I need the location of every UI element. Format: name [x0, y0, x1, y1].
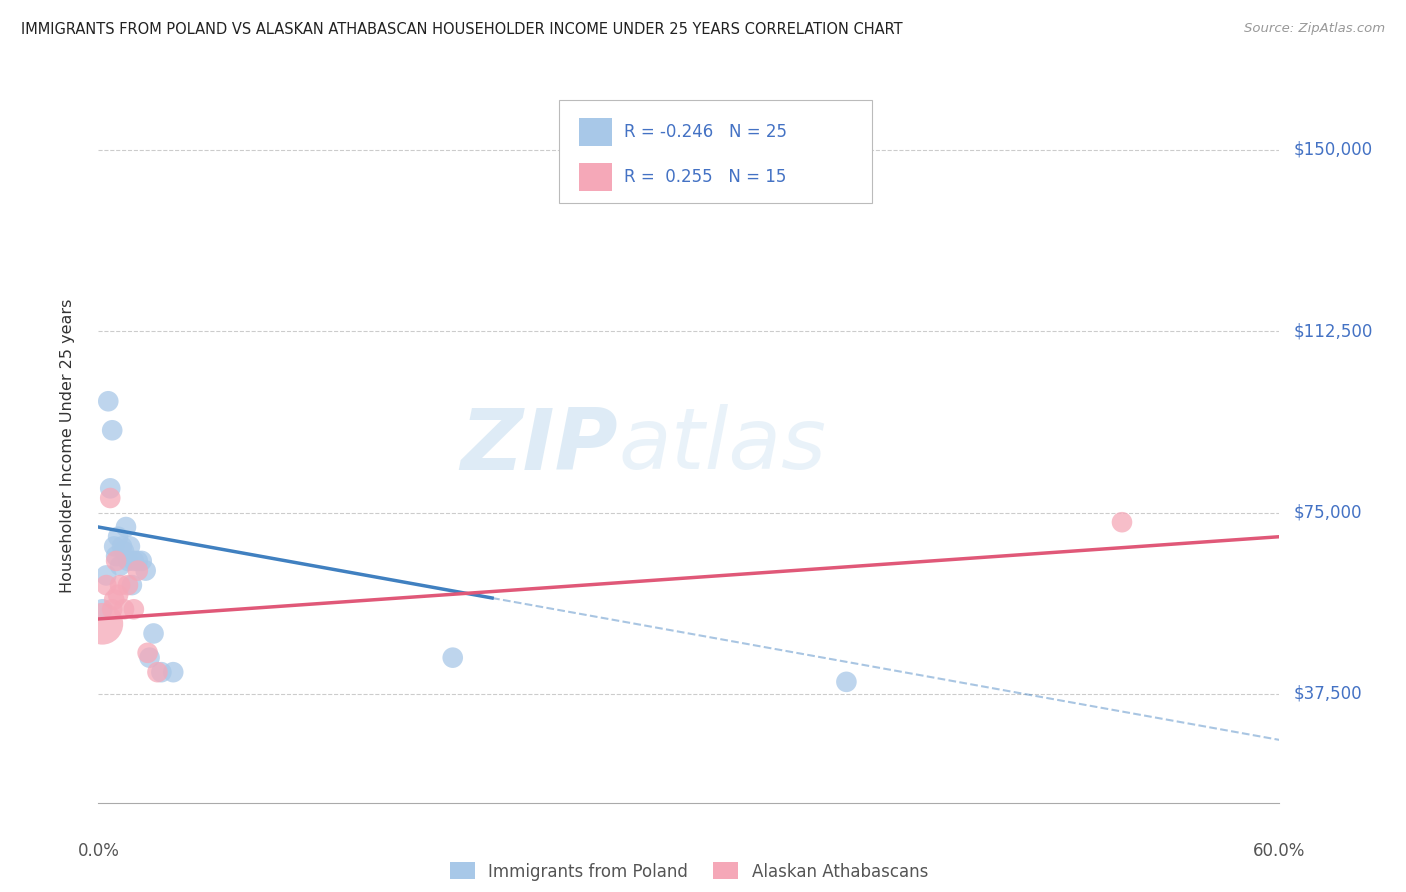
- Text: ZIP: ZIP: [460, 404, 619, 488]
- Point: [117, 554, 139, 568]
- Text: Source: ZipAtlas.com: Source: ZipAtlas.com: [1244, 22, 1385, 36]
- Point: [138, 650, 160, 665]
- Point: [441, 650, 464, 665]
- Text: $150,000: $150,000: [1294, 141, 1372, 159]
- Point: [142, 626, 165, 640]
- Point: [91, 616, 114, 631]
- Point: [108, 558, 131, 573]
- Y-axis label: Householder Income Under 25 years: Householder Income Under 25 years: [60, 299, 75, 593]
- Point: [135, 564, 157, 578]
- Legend: Immigrants from Poland, Alaskan Athabascans: Immigrants from Poland, Alaskan Athabasc…: [443, 855, 935, 888]
- Text: $75,000: $75,000: [1294, 503, 1362, 522]
- Point: [150, 665, 173, 680]
- Text: R =  0.255   N = 15: R = 0.255 N = 15: [624, 168, 786, 186]
- Text: $37,500: $37,500: [1294, 685, 1362, 703]
- Point: [108, 578, 131, 592]
- Point: [127, 554, 149, 568]
- Point: [136, 646, 159, 660]
- Point: [91, 602, 114, 616]
- Point: [835, 674, 858, 689]
- Point: [121, 578, 143, 592]
- Point: [111, 540, 134, 554]
- Point: [131, 554, 153, 568]
- Text: atlas: atlas: [619, 404, 827, 488]
- Point: [122, 554, 145, 568]
- Point: [112, 544, 135, 558]
- Point: [107, 530, 129, 544]
- Point: [117, 578, 139, 592]
- FancyBboxPatch shape: [560, 100, 872, 203]
- Point: [98, 481, 121, 495]
- Point: [107, 588, 129, 602]
- Point: [97, 394, 120, 409]
- Bar: [579, 162, 612, 191]
- Point: [115, 520, 138, 534]
- Text: IMMIGRANTS FROM POLAND VS ALASKAN ATHABASCAN HOUSEHOLDER INCOME UNDER 25 YEARS C: IMMIGRANTS FROM POLAND VS ALASKAN ATHABA…: [21, 22, 903, 37]
- Point: [96, 578, 118, 592]
- Point: [112, 602, 135, 616]
- Point: [96, 568, 118, 582]
- Text: R = -0.246   N = 25: R = -0.246 N = 25: [624, 123, 787, 141]
- Bar: [579, 118, 612, 146]
- Point: [118, 540, 141, 554]
- Point: [146, 665, 169, 680]
- Point: [127, 564, 149, 578]
- Text: 60.0%: 60.0%: [1253, 841, 1306, 860]
- Point: [103, 592, 125, 607]
- Point: [98, 491, 121, 505]
- Point: [1111, 515, 1133, 529]
- Point: [162, 665, 184, 680]
- Point: [122, 602, 145, 616]
- Point: [101, 423, 124, 437]
- Point: [105, 554, 128, 568]
- Point: [101, 602, 124, 616]
- Text: 0.0%: 0.0%: [77, 841, 120, 860]
- Point: [103, 540, 125, 554]
- Text: $112,500: $112,500: [1294, 322, 1372, 340]
- Point: [105, 549, 128, 563]
